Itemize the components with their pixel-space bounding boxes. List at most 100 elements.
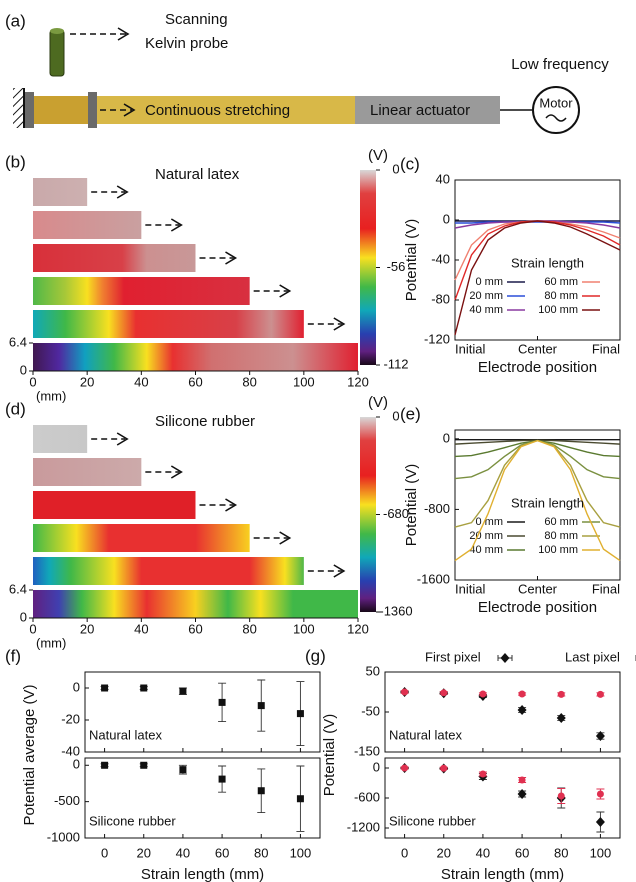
legend-label: 100 mm [538,304,578,316]
legend-label: 40 mm [469,304,503,316]
motor [532,86,580,134]
x-tick-label: 60 [215,845,229,860]
y-tick-label: -1200 [347,819,380,834]
x-tick-label: Center [518,581,558,596]
x-tick-label: 120 [347,621,369,636]
y-axis-label: Potential (V) [403,219,420,302]
annotation: Silicone rubber [389,813,476,828]
marker [296,710,304,718]
y-tick-label: 6.4 [9,334,27,349]
colorbar-tick-label: -1360 [379,603,412,618]
marker [218,698,226,706]
clamp [25,92,34,128]
colorbar-tick-label: -112 [383,356,408,371]
ac-symbol [545,114,567,122]
x-tick-label: 20 [437,845,451,860]
sample-part [30,96,90,124]
panel-label: (b) [5,152,26,171]
x-tick-label: 100 [293,374,315,389]
probe [49,29,65,77]
colorbar-tick-label: 0 [392,161,399,176]
strip [33,458,142,486]
marker [518,690,526,698]
y-tick-label: -80 [431,291,450,306]
legend-label: 80 mm [544,530,578,542]
strip [33,557,304,585]
strip [33,310,304,338]
legend-title: Strain length [511,255,584,270]
arrow-head [170,465,183,479]
marker [500,653,510,663]
y-axis-label: Potential average (V) [21,685,38,826]
marker [401,764,409,772]
panel-label: (a) [5,11,26,30]
marker [140,684,148,692]
marker [596,790,604,798]
legend-label: 80 mm [544,290,578,302]
marker [479,690,487,698]
marker [517,705,527,715]
marker [557,792,565,800]
x-unit: (mm) [36,635,66,650]
x-tick-label: Initial [455,341,485,356]
x-tick-label: Center [518,341,558,356]
x-tick-label: 20 [80,374,94,389]
probe-label: Scanning [165,11,228,28]
y-axis-label: Potential (V) [321,714,338,797]
legend-label: First pixel [425,649,481,664]
arrow-head [333,317,346,331]
arrow-head [333,564,346,578]
motor-label: Motor [539,95,573,110]
panel-title: Silicone rubber [155,413,255,430]
x-tick-label: 40 [476,845,490,860]
x-tick-label: 80 [242,374,256,389]
strip [33,524,250,552]
x-tick-label: 120 [347,374,369,389]
strip [33,491,196,519]
arrow-head [170,218,183,232]
marker [596,690,604,698]
legend-label: 0 mm [476,516,504,528]
x-tick-label: 60 [188,621,202,636]
actuator-label: Linear actuator [370,102,470,119]
arrow-head [116,185,129,199]
annotation: Natural latex [89,727,162,742]
legend-label: 20 mm [469,290,503,302]
marker [257,702,265,710]
x-tick-label: 80 [254,845,268,860]
x-tick-label: 40 [134,374,148,389]
y-tick-label: -1000 [47,829,80,844]
arrow-head [123,103,136,117]
x-axis-label: Electrode position [478,599,597,616]
colorbar [360,417,376,612]
plot-frame [84,671,321,753]
colorbar-unit: (V) [368,147,388,164]
marker [518,776,526,784]
y-tick-label: -20 [61,711,80,726]
x-tick-label: 60 [515,845,529,860]
y-tick-label: 0 [20,362,27,377]
strip [33,590,358,618]
y-tick-label: -600 [354,789,380,804]
y-tick-label: 6.4 [9,581,27,596]
frequency-label: Low frequency [511,56,609,73]
x-axis-label: Strain length (mm) [441,866,564,882]
y-tick-label: -800 [424,501,450,516]
legend-label: 60 mm [544,516,578,528]
y-tick-label: -50 [361,703,380,718]
legend-label: 20 mm [469,530,503,542]
marker [595,817,605,827]
arrow-head [116,432,129,446]
clamp [88,92,97,128]
y-tick-label: 0 [443,211,450,226]
x-tick-label: Initial [455,581,485,596]
marker [218,775,226,783]
marker [557,690,565,698]
marker [440,689,448,697]
x-tick-label: 80 [242,621,256,636]
strip [33,343,358,371]
annotation: Natural latex [389,727,462,742]
strip [33,244,196,272]
colorbar-tick-label: -680 [383,506,409,521]
